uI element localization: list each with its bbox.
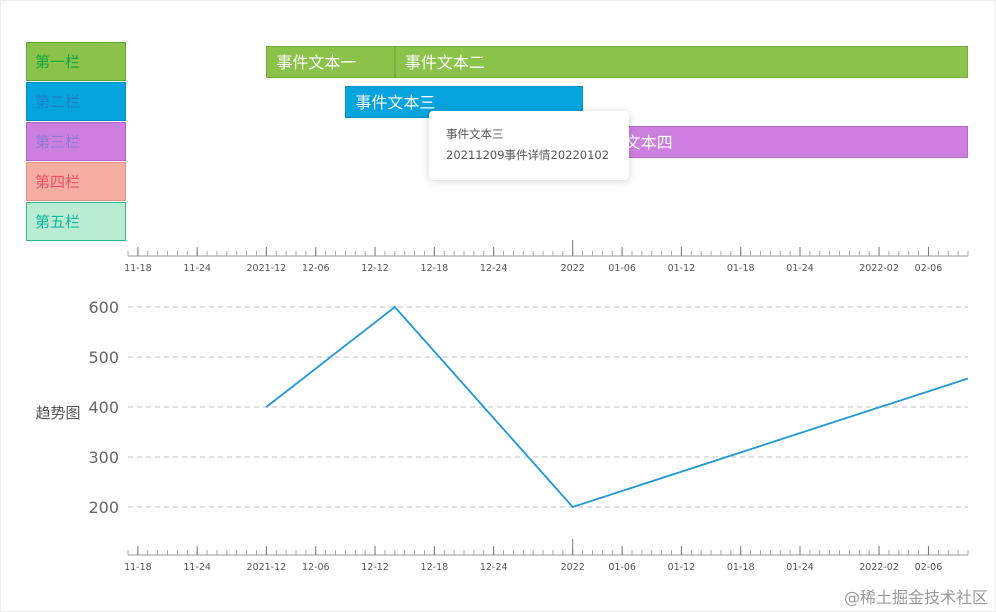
event-bar[interactable]: 事件文本二 xyxy=(394,46,968,78)
timeline-axis-bottom: 11-18 11-24 2021-12 12-06 12-12 12-18 12-24 202… xyxy=(124,539,969,573)
x-tick-label: 12-12 xyxy=(361,562,389,573)
timeline-axis-top: 11-18 11-24 2021-12 12-06 12-12 12-18 12-24 202… xyxy=(124,240,969,274)
x-tick-label: 2021-12 xyxy=(247,562,287,573)
x-tick-label: 01-18 xyxy=(727,562,755,573)
x-tick-label: 02-06 xyxy=(915,562,943,573)
event-bar[interactable]: 事件文本四 xyxy=(582,126,968,158)
y-tick-label: 500 xyxy=(88,348,119,367)
x-tick-label: 11-18 xyxy=(124,562,152,573)
x-tick-label: 01-06 xyxy=(608,562,636,573)
x-tick-label: 11-18 xyxy=(124,263,152,274)
x-tick-label: 12-06 xyxy=(302,562,330,573)
y-axis-label: 趋势图 xyxy=(35,404,80,422)
x-tick-label: 2022-02 xyxy=(859,562,899,573)
event-tooltip: 事件文本三 20211209事件详情20220102 xyxy=(429,111,629,180)
y-tick-label: 400 xyxy=(88,398,119,417)
x-tick-label: 12-24 xyxy=(480,562,508,573)
x-tick-label: 11-24 xyxy=(183,562,211,573)
x-tick-label: 01-06 xyxy=(608,263,636,274)
tooltip-detail: 20211209事件详情20220102 xyxy=(446,148,610,162)
tooltip-title: 事件文本三 xyxy=(446,127,504,141)
x-tick-label: 01-12 xyxy=(668,263,696,274)
lane-label: 第五栏 xyxy=(26,202,126,241)
x-tick-label: 2022 xyxy=(561,562,585,573)
x-tick-label: 01-12 xyxy=(668,562,696,573)
y-axis-ticks: 200 300 400 500 600 xyxy=(88,298,119,517)
x-tick-label: 2021-12 xyxy=(247,263,287,274)
series-line xyxy=(265,305,969,509)
x-tick-label: 01-24 xyxy=(786,562,814,573)
event-bar[interactable]: 事件文本一 xyxy=(266,46,395,78)
x-tick-label: 12-06 xyxy=(302,263,330,274)
watermark: @稀土掘金技术社区 xyxy=(843,588,988,607)
lane-label: 第三栏 xyxy=(26,122,126,161)
x-tick-label: 12-24 xyxy=(480,263,508,274)
x-tick-label: 02-06 xyxy=(915,263,943,274)
lane-label: 第二栏 xyxy=(26,82,126,121)
chart-gridlines xyxy=(128,306,968,508)
x-tick-label: 01-18 xyxy=(727,263,755,274)
x-tick-label: 12-12 xyxy=(361,263,389,274)
x-tick-label: 12-18 xyxy=(421,263,449,274)
x-tick-label: 2022-02 xyxy=(859,263,899,274)
lane-label: 第一栏 xyxy=(26,42,126,81)
y-tick-label: 200 xyxy=(88,498,119,517)
x-tick-label: 01-24 xyxy=(786,263,814,274)
y-tick-label: 300 xyxy=(88,448,119,467)
x-tick-label: 2022 xyxy=(561,263,585,274)
y-tick-label: 600 xyxy=(88,298,119,317)
x-tick-label: 11-24 xyxy=(183,263,211,274)
lane-label: 第四栏 xyxy=(26,162,126,201)
line-series xyxy=(265,305,969,509)
x-tick-label: 12-18 xyxy=(421,562,449,573)
